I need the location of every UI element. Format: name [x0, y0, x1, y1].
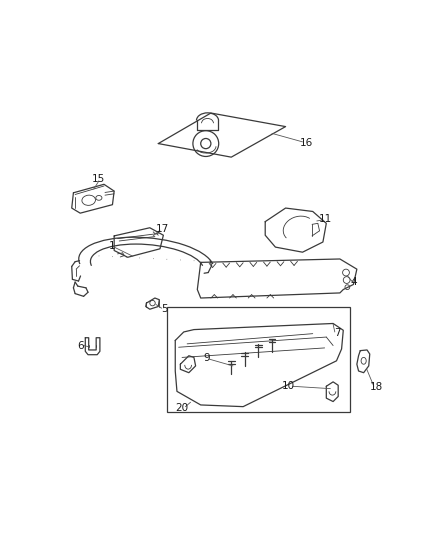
- Text: 17: 17: [156, 224, 170, 234]
- Text: 6: 6: [78, 341, 84, 351]
- Text: 1: 1: [109, 241, 115, 251]
- Text: 16: 16: [299, 138, 313, 148]
- Text: 20: 20: [176, 403, 189, 413]
- Bar: [167, 306, 350, 411]
- Text: 4: 4: [351, 277, 357, 287]
- Text: 5: 5: [161, 304, 168, 314]
- Text: 11: 11: [319, 214, 332, 224]
- Text: 10: 10: [282, 381, 295, 391]
- Text: 7: 7: [334, 328, 340, 338]
- Text: 18: 18: [370, 382, 383, 392]
- Text: 15: 15: [92, 174, 106, 184]
- Text: 9: 9: [203, 353, 210, 363]
